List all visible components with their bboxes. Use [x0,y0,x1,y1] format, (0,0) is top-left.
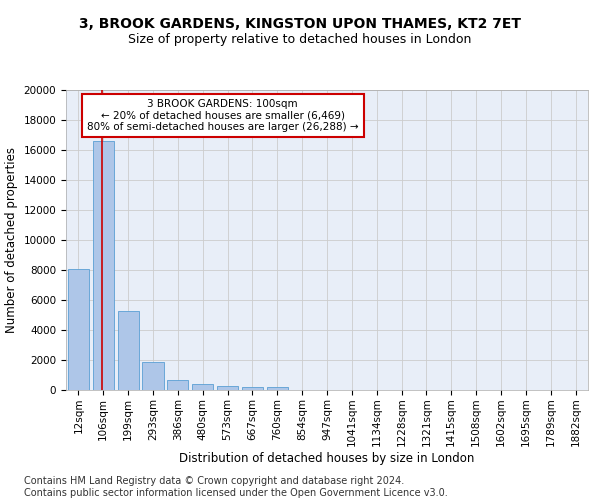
Text: 3 BROOK GARDENS: 100sqm
← 20% of detached houses are smaller (6,469)
80% of semi: 3 BROOK GARDENS: 100sqm ← 20% of detache… [87,99,358,132]
Text: Size of property relative to detached houses in London: Size of property relative to detached ho… [128,32,472,46]
Bar [142,362,164,390]
Bar [118,310,139,390]
X-axis label: Distribution of detached houses by size in London: Distribution of detached houses by size … [179,452,475,465]
Text: Contains HM Land Registry data © Crown copyright and database right 2024.
Contai: Contains HM Land Registry data © Crown c… [24,476,448,498]
Y-axis label: Number of detached properties: Number of detached properties [5,147,18,333]
Text: 3, BROOK GARDENS, KINGSTON UPON THAMES, KT2 7ET: 3, BROOK GARDENS, KINGSTON UPON THAMES, … [79,18,521,32]
Bar [242,386,263,390]
Bar [167,380,188,390]
Bar [68,268,89,390]
Bar [217,386,238,390]
Bar [93,141,114,390]
Bar [267,387,288,390]
Bar [192,384,213,390]
